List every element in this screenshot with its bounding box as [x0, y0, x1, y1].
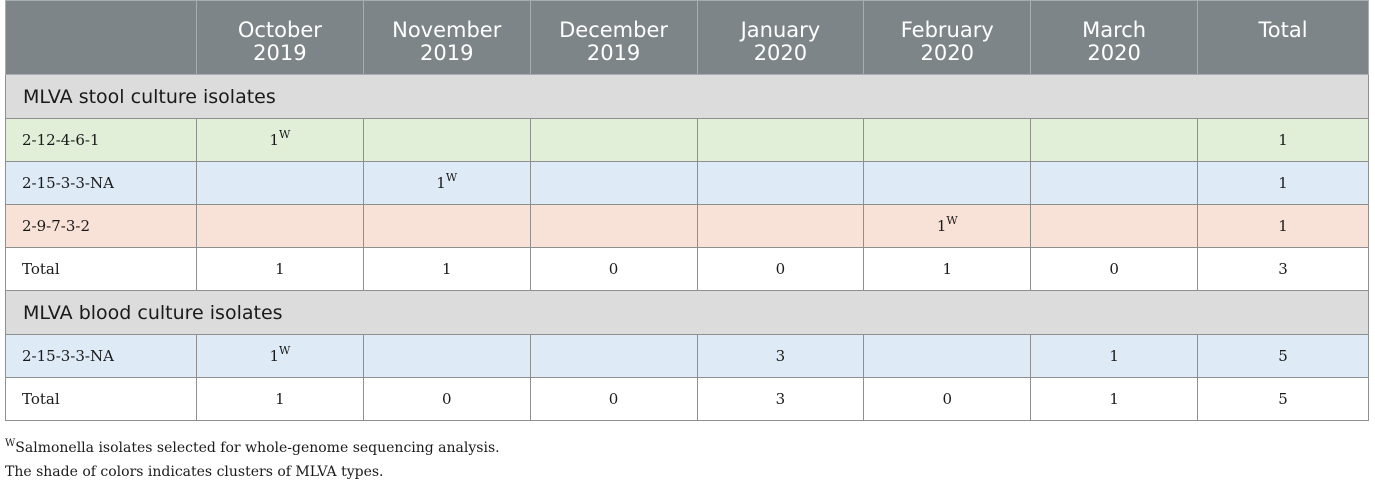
- row-label: 2-15-3-3-NA: [5, 161, 197, 205]
- table-row: 2-15-3-3-NA 1W 1: [5, 161, 1369, 205]
- table-cell: 0: [529, 377, 698, 421]
- table-cell: [195, 204, 364, 248]
- table-cell: 1: [863, 247, 1032, 291]
- table-cell: [529, 334, 698, 378]
- table-cell: [696, 118, 865, 162]
- table-row-total: Total 1 1 0 0 1 0 3: [5, 247, 1369, 291]
- table-cell: [1030, 161, 1199, 205]
- row-total-cell: 1: [1197, 204, 1369, 248]
- header-line1: October: [237, 18, 322, 42]
- row-label: 2-9-7-3-2: [5, 204, 197, 248]
- header-line2: 2020: [1087, 41, 1141, 65]
- table-cell: [195, 161, 364, 205]
- row-label: Total: [5, 247, 197, 291]
- header-row: October 2019 November 2019 December 2019 Ja…: [5, 0, 1369, 75]
- table-cell: [696, 204, 865, 248]
- table-cell: [863, 161, 1032, 205]
- table-cell: [1030, 204, 1199, 248]
- table-cell: 0: [696, 247, 865, 291]
- table-cell: 1: [1030, 377, 1199, 421]
- footnote-text: Salmonella isolates selected for whole-g…: [15, 440, 500, 456]
- table-cell: 0: [362, 377, 531, 421]
- row-total-cell: 3: [1197, 247, 1369, 291]
- table-cell: [1030, 118, 1199, 162]
- row-total-cell: 5: [1197, 377, 1369, 421]
- footnote-marker: W: [5, 438, 16, 449]
- table-cell: 0: [1030, 247, 1199, 291]
- section-row-blood: MLVA blood culture isolates: [5, 290, 1369, 335]
- table-row-total: Total 1 0 0 3 0 1 5: [5, 377, 1369, 421]
- header-line1: December: [559, 18, 669, 42]
- header-line2: 2019: [586, 41, 641, 65]
- header-line1: November: [392, 18, 502, 42]
- row-total-cell: 1: [1197, 118, 1369, 162]
- footnote-colors: The shade of colors indicates clusters o…: [5, 464, 384, 480]
- table-cell: [529, 118, 698, 162]
- header-line2: 2019: [420, 41, 474, 65]
- header-line2: 2020: [920, 41, 974, 65]
- table-container: October 2019 November 2019 December 2019 Ja…: [5, 0, 1369, 421]
- section-title: MLVA blood culture isolates: [5, 290, 1369, 335]
- table-cell: [863, 334, 1032, 378]
- row-label: 2-15-3-3-NA: [5, 334, 197, 378]
- table-cell: 1: [195, 247, 364, 291]
- table-cell: 1: [195, 377, 364, 421]
- table-row: 2-15-3-3-NA 1W 3 1 5: [5, 334, 1369, 378]
- table-cell: 0: [529, 247, 698, 291]
- table-cell: 3: [696, 334, 865, 378]
- table-cell: 1W: [195, 118, 364, 162]
- table-cell: 1: [362, 247, 531, 291]
- table-cell: [696, 161, 865, 205]
- row-total-cell: 5: [1197, 334, 1369, 378]
- section-row-stool: MLVA stool culture isolates: [5, 74, 1369, 119]
- header-cell-october-2019: October 2019: [195, 0, 364, 75]
- row-label: 2-12-4-6-1: [5, 118, 197, 162]
- header-line1: Total: [1258, 18, 1308, 42]
- table-row: 2-12-4-6-1 1W 1: [5, 118, 1369, 162]
- table-row: 2-9-7-3-2 1W 1: [5, 204, 1369, 248]
- table-cell: [362, 118, 531, 162]
- header-line1: February: [900, 18, 994, 42]
- table-cell: 1W: [863, 204, 1032, 248]
- table-cell: [362, 334, 531, 378]
- table-cell: 1W: [362, 161, 531, 205]
- header-line1: March: [1082, 18, 1147, 42]
- table-cell: [863, 118, 1032, 162]
- header-cell-march-2020: March 2020: [1030, 0, 1199, 75]
- header-cell-november-2019: November 2019: [362, 0, 531, 75]
- header-cell-february-2020: February 2020: [863, 0, 1032, 75]
- header-cell-december-2019: December 2019: [529, 0, 698, 75]
- table-cell: [529, 161, 698, 205]
- footnotes: WSalmonella isolates selected for whole-…: [5, 436, 500, 484]
- row-total-cell: 1: [1197, 161, 1369, 205]
- table-cell: [362, 204, 531, 248]
- table-cell: [529, 204, 698, 248]
- header-cell-total: Total: [1197, 0, 1369, 75]
- table-cell: 1: [1030, 334, 1199, 378]
- header-cell-january-2020: January 2020: [696, 0, 865, 75]
- table-cell: 0: [863, 377, 1032, 421]
- section-title: MLVA stool culture isolates: [5, 74, 1369, 119]
- footnote-wgs: WSalmonella isolates selected for whole-…: [5, 436, 500, 460]
- row-label: Total: [5, 377, 197, 421]
- header-line2: 2019: [253, 41, 307, 65]
- header-cell-corner: [5, 0, 197, 75]
- mlva-table: October 2019 November 2019 December 2019 Ja…: [5, 0, 1369, 421]
- header-line2: 2020: [753, 41, 808, 65]
- header-line1: January: [740, 18, 821, 42]
- table-cell: 3: [696, 377, 865, 421]
- table-cell: 1W: [195, 334, 364, 378]
